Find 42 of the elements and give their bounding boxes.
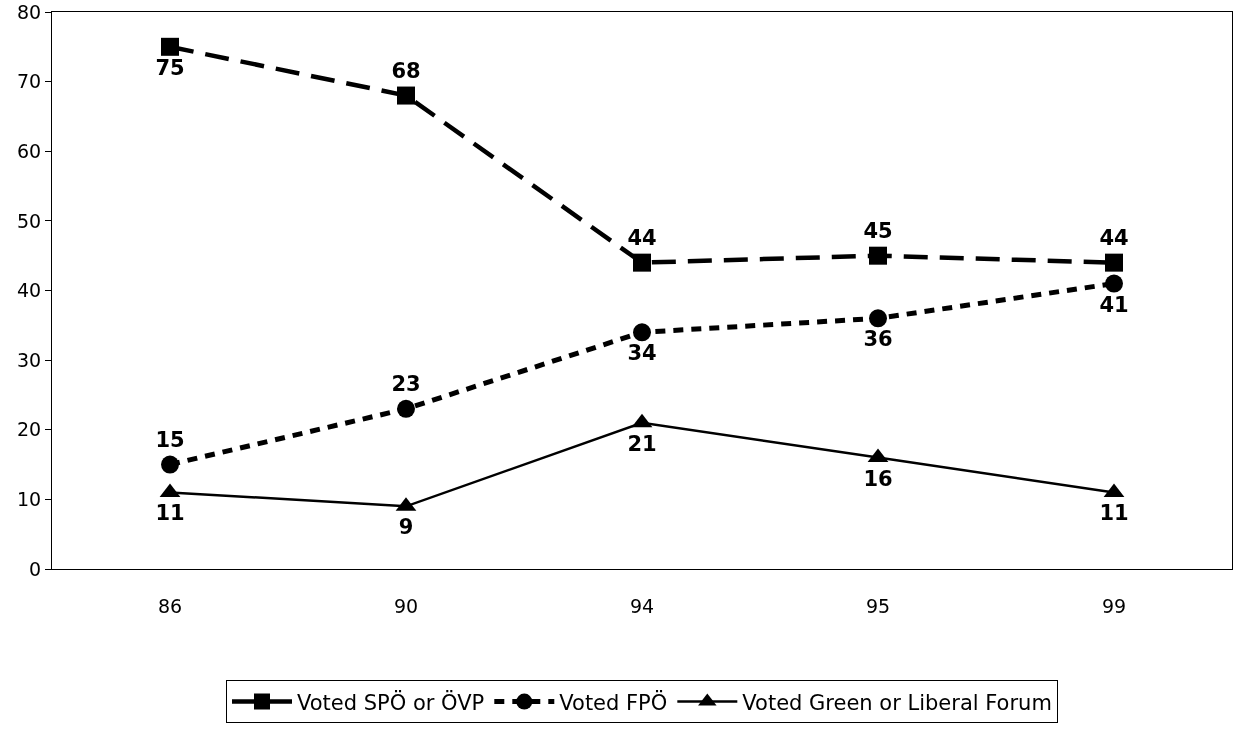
y-tick-label: 10 [17, 488, 42, 511]
x-tick-label: 95 [865, 594, 891, 617]
point [633, 253, 651, 272]
data-label: 36 [863, 327, 893, 352]
data-label: 11 [155, 501, 185, 526]
data-label: 44 [627, 226, 657, 251]
y-tick-label: 20 [17, 418, 42, 441]
data-label: 21 [627, 431, 657, 456]
y-tick-label: 40 [17, 279, 42, 302]
legend-label: Voted SPÖ or ÖVP [297, 689, 485, 715]
data-label: 23 [391, 372, 421, 397]
x-tick-label: 90 [393, 594, 419, 617]
data-label: 16 [863, 466, 893, 491]
x-tick-label: 94 [629, 594, 655, 617]
y-tick-label: 30 [17, 348, 42, 371]
point [633, 323, 651, 342]
y-tick-label: 0 [29, 557, 42, 580]
y-tick-label: 60 [17, 139, 42, 162]
point [397, 86, 415, 105]
data-label: 75 [155, 55, 185, 80]
point [161, 455, 179, 474]
y-tick-label: 70 [17, 70, 42, 93]
x-tick-label: 86 [157, 594, 183, 617]
data-label: 11 [1099, 501, 1129, 526]
y-tick-label: 50 [17, 209, 42, 232]
point [1105, 253, 1123, 272]
data-label: 44 [1099, 226, 1129, 251]
point [869, 309, 887, 328]
x-tick-label: 99 [1101, 594, 1127, 617]
y-tick-label: 80 [17, 0, 42, 23]
data-label: 9 [398, 515, 414, 540]
legend-label: Voted FPÖ [559, 689, 668, 715]
point [397, 399, 415, 418]
point [161, 37, 179, 56]
data-label: 45 [863, 219, 893, 244]
point [1105, 274, 1123, 293]
data-label: 68 [391, 59, 421, 84]
data-label: 15 [155, 428, 185, 453]
point [869, 246, 887, 265]
data-label: 41 [1099, 292, 1129, 317]
legend-label: Voted Green or Liberal Forum [742, 690, 1052, 715]
data-label: 34 [627, 341, 657, 366]
